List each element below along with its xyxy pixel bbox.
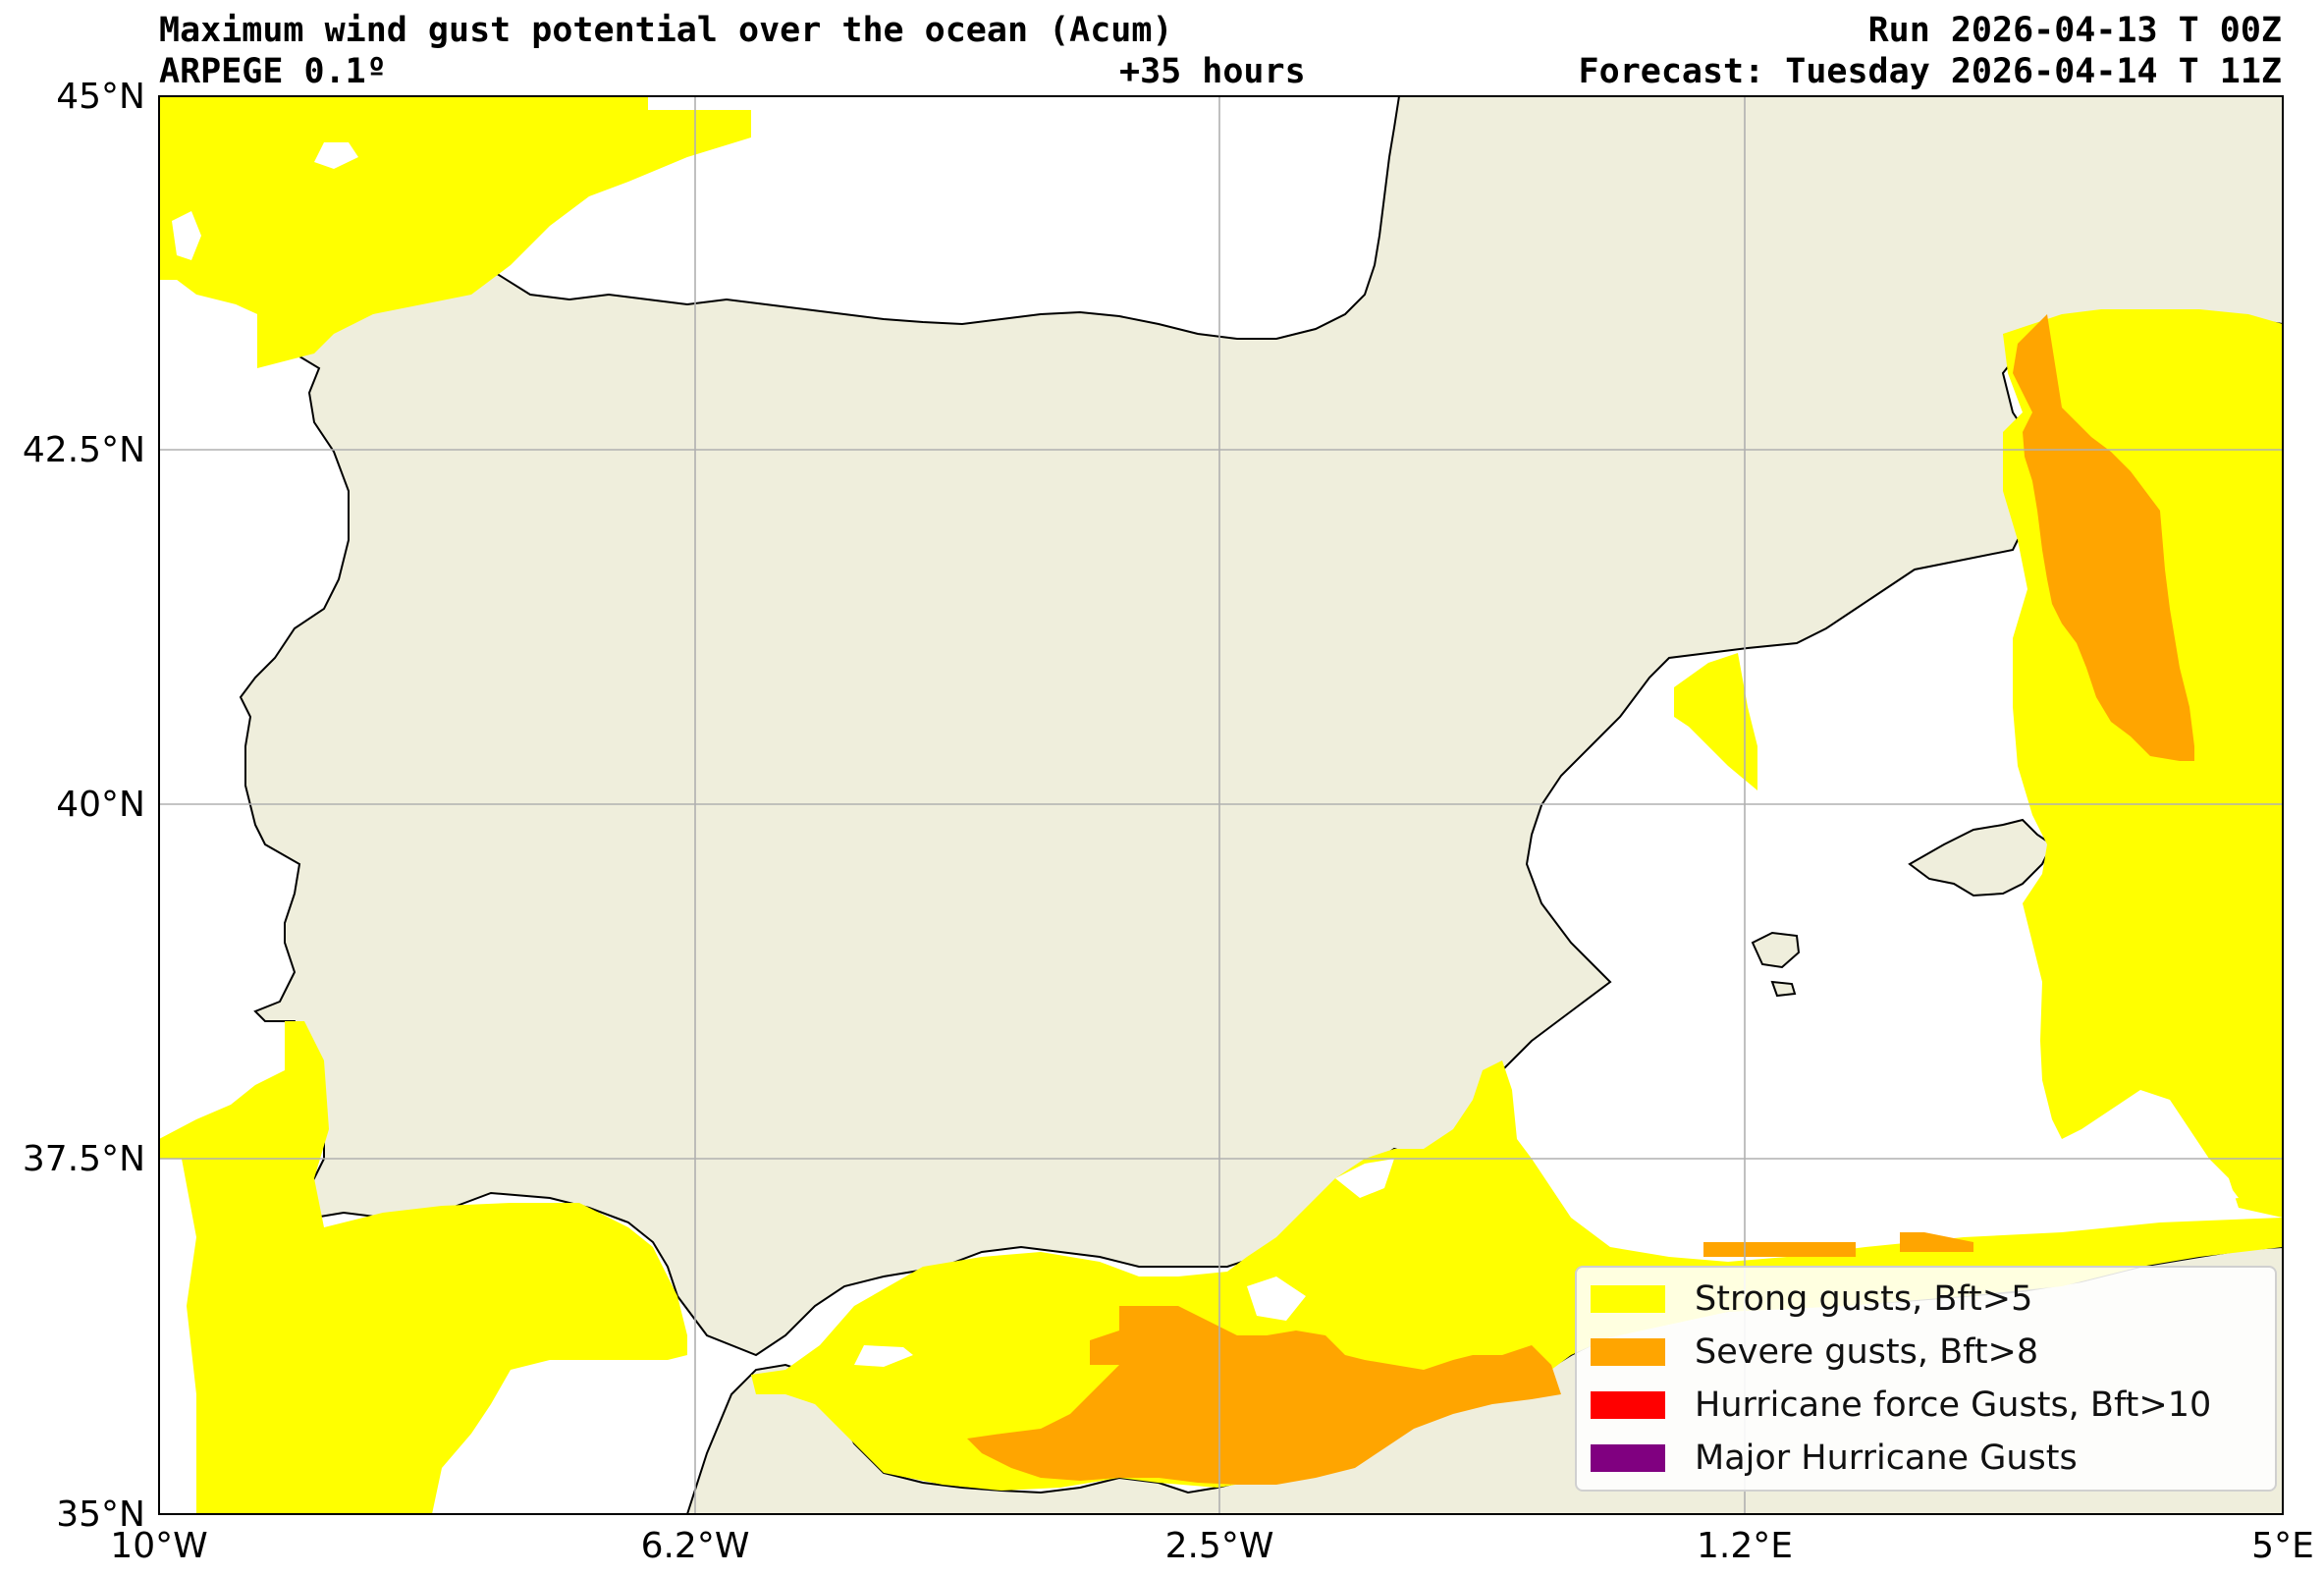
- legend-swatch-hurricane: [1591, 1391, 1665, 1419]
- lat-label-37-5: 37.5°N: [23, 1139, 145, 1179]
- legend-item-severe: Severe gusts, Bft>8: [1591, 1332, 2038, 1372]
- legend-label-hurricane: Hurricane force Gusts, Bft>10: [1695, 1385, 2212, 1425]
- calm-gap-alboran-2: [1247, 1276, 1306, 1321]
- lat-label-40: 40°N: [56, 785, 145, 825]
- legend-swatch-severe: [1591, 1338, 1665, 1366]
- legend-swatch-major-hurricane: [1591, 1444, 1665, 1472]
- legend-label-major-hurricane: Major Hurricane Gusts: [1695, 1439, 2078, 1478]
- calm-gap-atlantic: [159, 280, 257, 373]
- calm-gaps: [159, 142, 2239, 1367]
- strong-gust-biscay: [159, 96, 751, 368]
- severe-gust-gulf-of-lion: [2013, 314, 2194, 761]
- forecast-label: Forecast: Tuesday 2026-04-14 T 11Z: [1578, 52, 2282, 91]
- lat-label-35: 35°N: [56, 1494, 145, 1535]
- severe-gust-balearic-edge: [1703, 1242, 1856, 1257]
- legend-item-hurricane: Hurricane force Gusts, Bft>10: [1591, 1385, 2211, 1425]
- lon-label-10w: 10°W: [110, 1526, 207, 1566]
- lon-label-2-5w: 2.5°W: [1165, 1526, 1274, 1566]
- legend-label-strong: Strong gusts, Bft>5: [1695, 1279, 2033, 1319]
- map-frame: [158, 95, 2284, 1515]
- ibiza-island: [1751, 931, 1801, 969]
- severe-gust-areas: [967, 314, 2194, 1485]
- model-label: ARPEGE 0.1º: [159, 52, 387, 91]
- lon-label-1-2e: 1.2°E: [1697, 1526, 1793, 1566]
- map-title: Maximum wind gust potential over the oce…: [159, 11, 1173, 50]
- lead-time-label: +35 hours: [1119, 52, 1306, 91]
- severe-gust-algeria-edge: [1900, 1232, 1973, 1252]
- strong-gust-gulf-of-cadiz: [159, 1021, 687, 1514]
- legend: Strong gusts, Bft>5 Severe gusts, Bft>8 …: [1575, 1266, 2277, 1492]
- legend-item-strong: Strong gusts, Bft>5: [1591, 1279, 2032, 1319]
- legend-item-major-hurricane: Major Hurricane Gusts: [1591, 1439, 2078, 1478]
- graticule: [159, 96, 2283, 1514]
- formentera-island: [1770, 980, 1797, 998]
- calm-gap-murcia: [1335, 1159, 1394, 1198]
- legend-swatch-strong: [1591, 1285, 1665, 1313]
- lon-label-5e: 5°E: [2251, 1526, 2314, 1566]
- lat-label-45: 45°N: [56, 77, 145, 117]
- severe-gust-alboran: [967, 1306, 1561, 1485]
- run-label: Run 2026-04-13 T 00Z: [1867, 11, 2282, 50]
- calm-gap-galicia: [172, 211, 201, 260]
- strong-gust-ebro-delta: [1674, 653, 1757, 790]
- calm-gap-alboran: [854, 1345, 913, 1367]
- legend-label-severe: Severe gusts, Bft>8: [1695, 1332, 2039, 1372]
- lon-label-6-2w: 6.2°W: [641, 1526, 750, 1566]
- lat-label-42-5: 42.5°N: [23, 430, 145, 470]
- calm-gap-algeria: [2091, 1100, 2239, 1208]
- calm-gap-biscay: [314, 142, 358, 169]
